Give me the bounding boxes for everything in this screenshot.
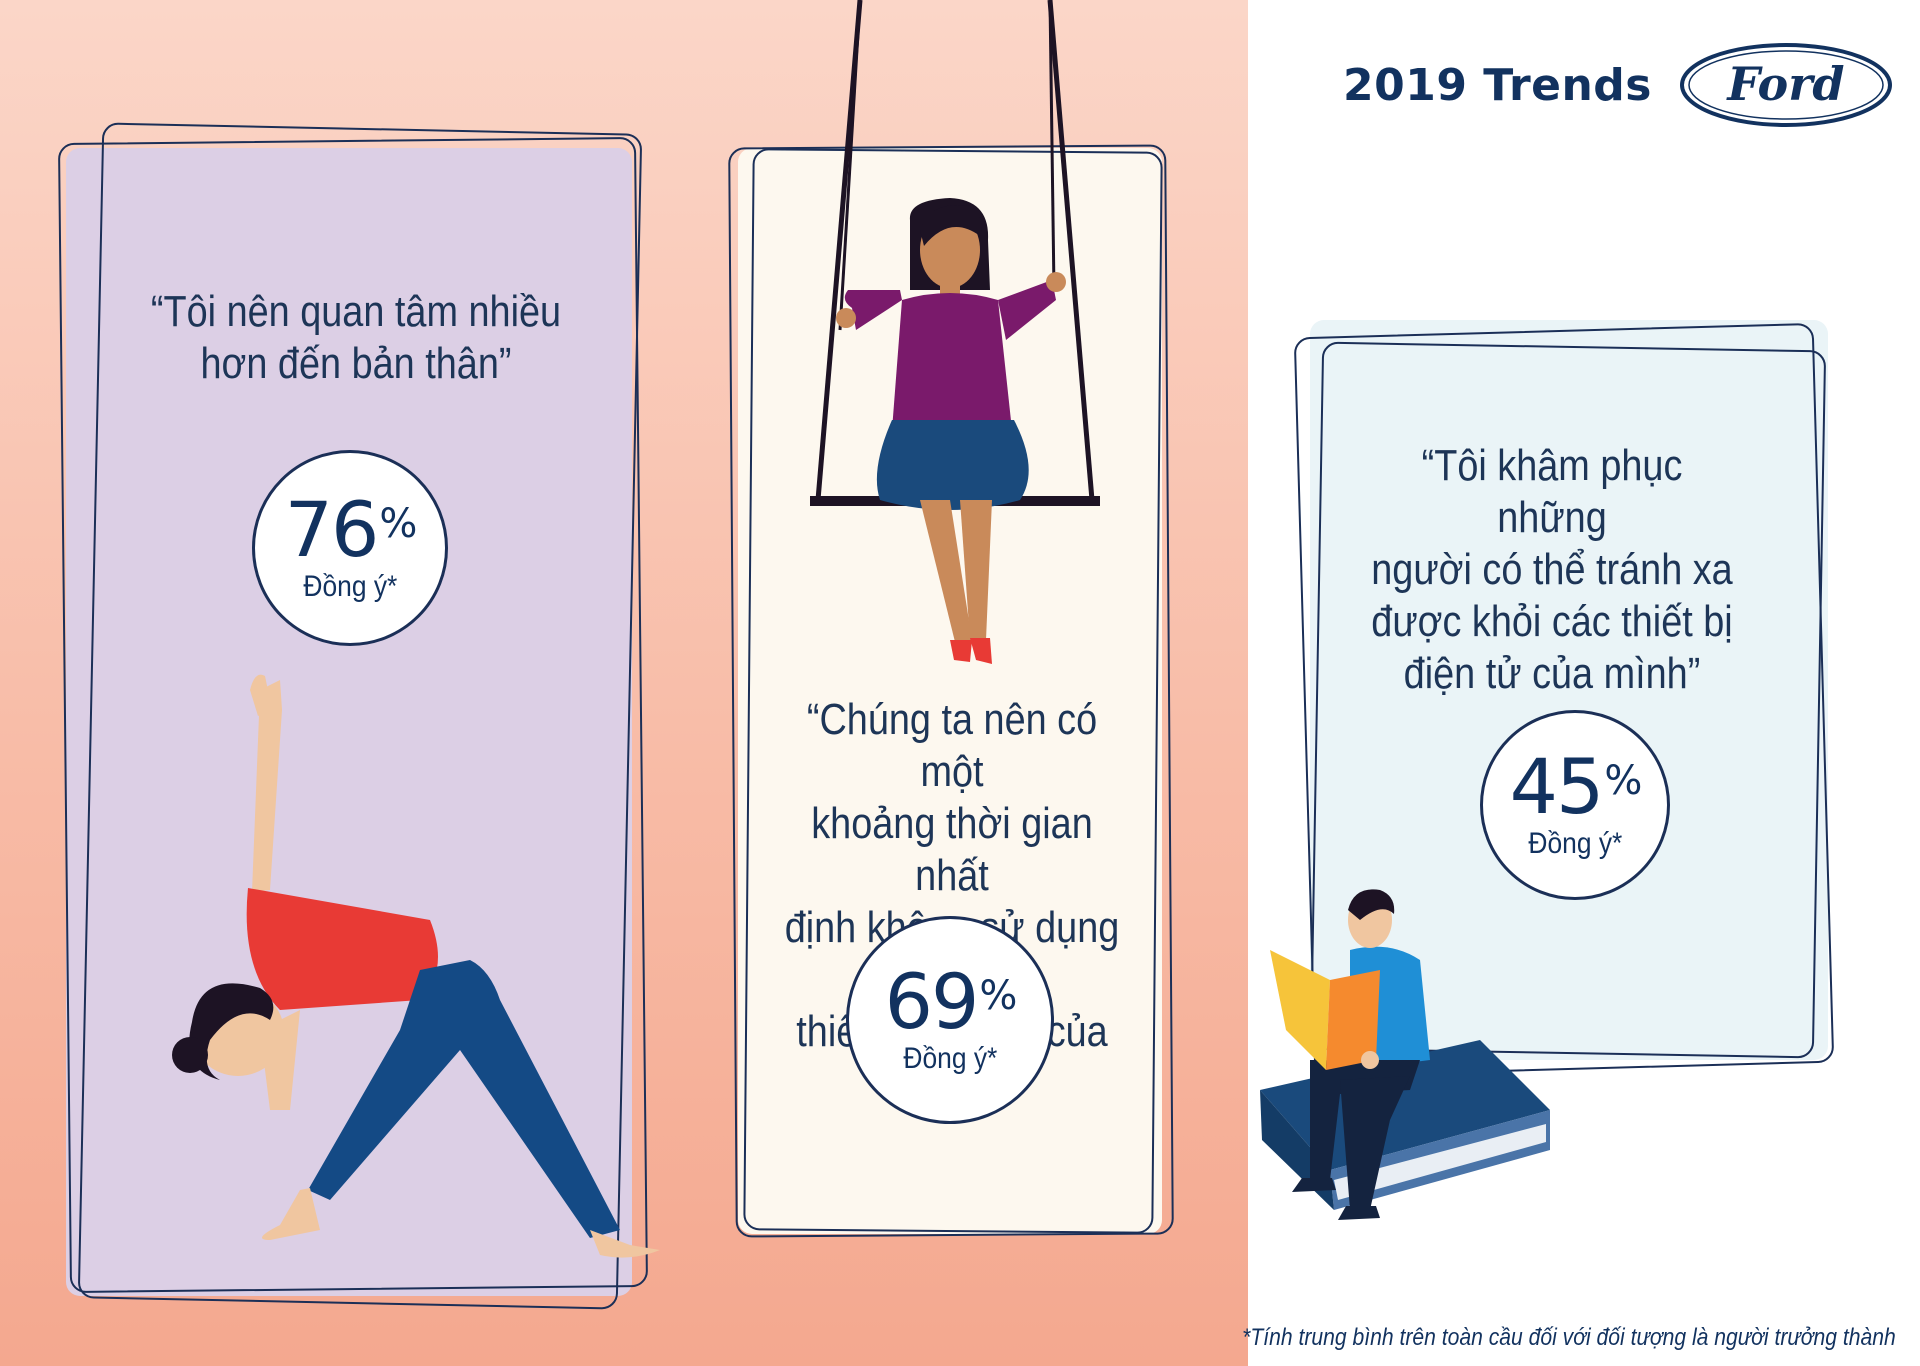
ford-logo-icon: Ford	[1680, 43, 1892, 127]
quote-line: người có thể tránh xa	[1371, 545, 1733, 594]
stat-number: 76	[284, 485, 380, 574]
stat-value: 45%	[1510, 749, 1643, 825]
header: 2019 Trends Ford	[1343, 40, 1896, 130]
stat-circle-69: 69% Đồng ý*	[846, 916, 1054, 1124]
stat-label: Đồng ý*	[303, 570, 397, 603]
stat-number: 69	[884, 957, 980, 1046]
reading-man-icon	[1260, 889, 1550, 1220]
stat-unit: %	[1604, 758, 1642, 804]
quote-admire-offline: “Tôi khâm phục những người có thể tránh …	[1363, 440, 1741, 700]
quote-line: “Tôi khâm phục những	[1421, 441, 1683, 542]
ford-logo-text: Ford	[1725, 57, 1844, 111]
stat-unit: %	[979, 973, 1017, 1019]
footnote: *Tính trung bình trên toàn cầu đối với đ…	[1242, 1324, 1896, 1351]
stat-unit: %	[379, 501, 417, 547]
stat-circle-76: 76% Đồng ý*	[252, 450, 448, 646]
stat-circle-45: 45% Đồng ý*	[1480, 710, 1670, 900]
stat-number: 45	[1509, 742, 1605, 831]
quote-line: “Tôi nên quan tâm nhiều	[150, 287, 562, 336]
quote-line: khoảng thời gian nhất	[811, 799, 1093, 900]
quote-line: điện tử của mình”	[1403, 649, 1701, 698]
header-title: 2019 Trends	[1342, 59, 1652, 111]
quote-line: hơn đến bản thân”	[200, 339, 512, 388]
panel-fill	[1310, 320, 1828, 1060]
stat-value: 69%	[885, 964, 1018, 1040]
quote-self-care: “Tôi nên quan tâm nhiều hơn đến bản thân…	[132, 286, 579, 390]
stat-label: Đồng ý*	[1528, 827, 1622, 860]
quote-line: được khỏi các thiết bị	[1371, 597, 1733, 646]
quote-line: “Chúng ta nên có một	[806, 695, 1098, 796]
stat-value: 76%	[285, 492, 418, 568]
yoga-woman-icon	[172, 674, 660, 1258]
stat-label: Đồng ý*	[903, 1042, 997, 1075]
swing-woman-icon	[810, 0, 1100, 664]
